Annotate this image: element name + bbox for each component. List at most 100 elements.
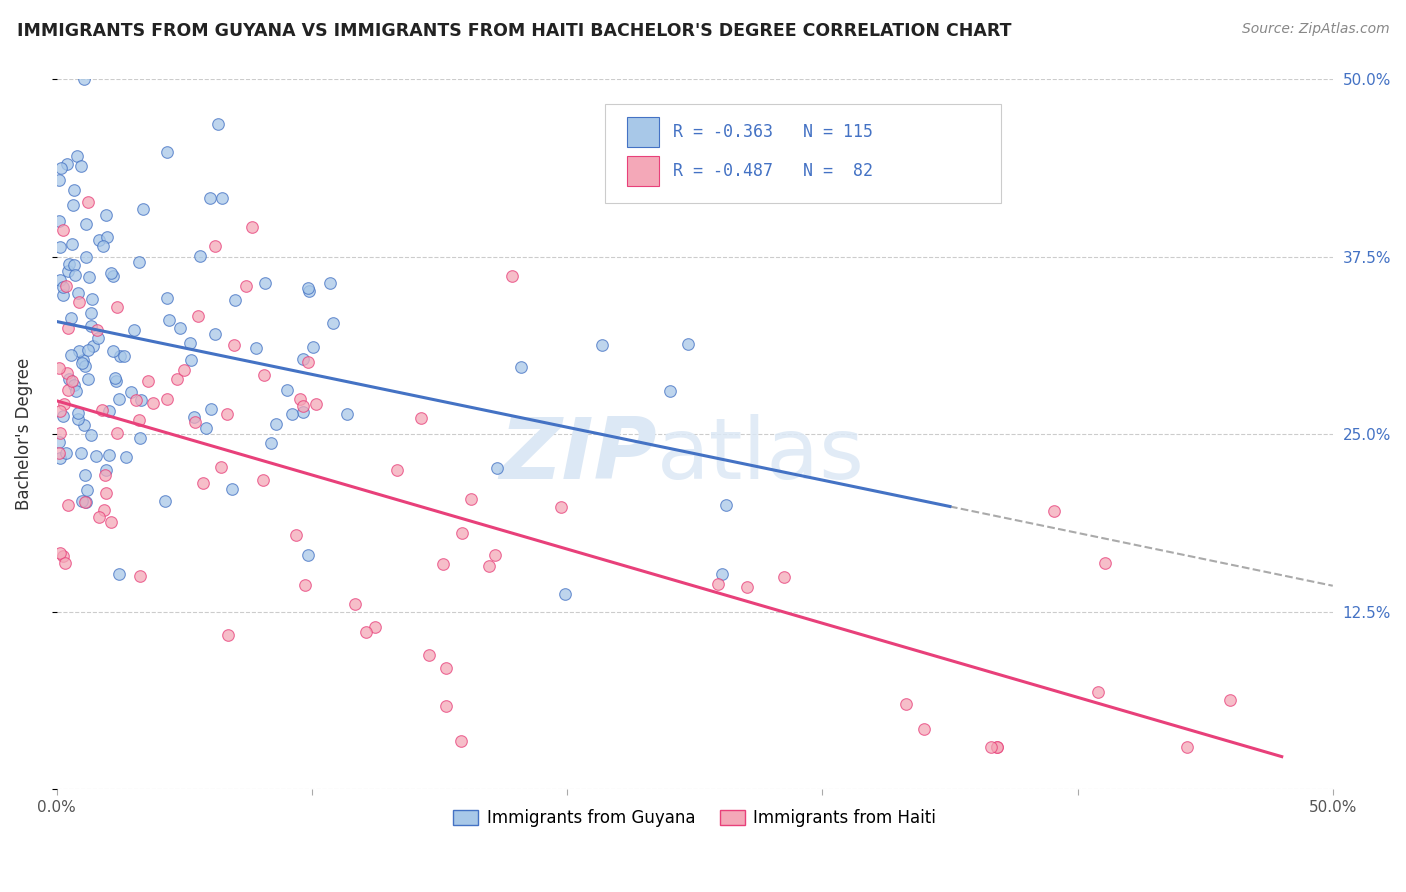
- Point: [110, 350, 132, 364]
- Point: [129, 569, 152, 583]
- Point: [169, 321, 191, 335]
- Point: [204, 326, 226, 341]
- Point: [183, 410, 205, 425]
- Point: [67, 294, 90, 309]
- Point: [354, 624, 377, 639]
- Point: [65, 384, 87, 398]
- Point: [60, 347, 83, 361]
- Point: [90, 402, 112, 417]
- Point: [710, 567, 733, 582]
- Point: [112, 349, 135, 363]
- Point: [288, 392, 311, 406]
- Point: [48, 172, 70, 186]
- Point: [245, 341, 267, 355]
- Point: [75, 217, 97, 231]
- Point: [217, 407, 239, 421]
- Point: [62, 183, 84, 197]
- Point: [195, 421, 218, 435]
- Point: [49, 240, 72, 254]
- Point: [301, 340, 323, 354]
- Point: [52, 409, 75, 424]
- Point: [77, 269, 100, 284]
- Point: [1175, 739, 1198, 754]
- Point: [156, 291, 179, 305]
- Point: [707, 577, 730, 591]
- Point: [252, 473, 274, 487]
- Point: [292, 352, 315, 367]
- Point: [62, 198, 84, 212]
- Point: [52, 223, 75, 237]
- Point: [100, 516, 122, 530]
- Point: [63, 378, 86, 392]
- Point: [460, 492, 482, 507]
- Point: [93, 503, 115, 517]
- Point: [77, 372, 100, 386]
- Point: [48, 446, 70, 460]
- Point: [94, 208, 117, 222]
- Point: [73, 418, 96, 433]
- Point: [49, 404, 72, 418]
- Text: atlas: atlas: [657, 414, 865, 497]
- Point: [104, 374, 127, 388]
- Point: [73, 495, 96, 509]
- Point: [281, 407, 304, 421]
- Point: [55, 445, 77, 459]
- Point: [676, 337, 699, 351]
- Point: [204, 239, 226, 253]
- Text: Source: ZipAtlas.com: Source: ZipAtlas.com: [1241, 22, 1389, 37]
- Point: [129, 431, 152, 445]
- Point: [129, 392, 152, 407]
- Point: [224, 293, 246, 307]
- Point: [48, 360, 70, 375]
- Point: [253, 368, 276, 382]
- Point: [63, 268, 86, 282]
- Point: [478, 558, 501, 573]
- Point: [305, 397, 328, 411]
- Point: [94, 468, 117, 483]
- Point: [125, 393, 148, 408]
- Point: [554, 587, 576, 601]
- Point: [484, 548, 506, 562]
- Point: [56, 321, 79, 335]
- Point: [343, 597, 366, 611]
- Point: [173, 363, 195, 377]
- Point: [52, 549, 75, 564]
- Point: [58, 257, 80, 271]
- Point: [485, 461, 508, 475]
- Point: [294, 577, 316, 591]
- Point: [193, 476, 215, 491]
- Point: [82, 292, 104, 306]
- Point: [72, 353, 94, 368]
- Point: [79, 319, 101, 334]
- Point: [128, 413, 150, 427]
- Point: [297, 354, 319, 368]
- Point: [224, 338, 246, 352]
- Point: [509, 359, 531, 374]
- Point: [60, 374, 83, 388]
- Legend: Immigrants from Guyana, Immigrants from Haiti: Immigrants from Guyana, Immigrants from …: [447, 803, 943, 834]
- Text: R = -0.363   N = 115: R = -0.363 N = 115: [673, 123, 873, 141]
- Point: [1043, 504, 1066, 518]
- Point: [52, 280, 75, 294]
- Point: [180, 353, 202, 368]
- Point: [432, 557, 454, 571]
- Point: [322, 316, 344, 330]
- Point: [66, 406, 89, 420]
- Point: [56, 367, 79, 381]
- Point: [187, 310, 209, 324]
- Point: [385, 463, 408, 477]
- Point: [48, 435, 70, 450]
- Point: [128, 255, 150, 269]
- Point: [658, 384, 681, 398]
- Point: [59, 310, 82, 325]
- Point: [253, 276, 276, 290]
- Point: [264, 417, 287, 431]
- Point: [894, 698, 917, 712]
- Point: [115, 450, 138, 464]
- Point: [97, 404, 120, 418]
- Point: [434, 661, 457, 675]
- Point: [49, 272, 72, 286]
- Point: [184, 416, 207, 430]
- Point: [73, 359, 96, 373]
- Point: [107, 392, 129, 406]
